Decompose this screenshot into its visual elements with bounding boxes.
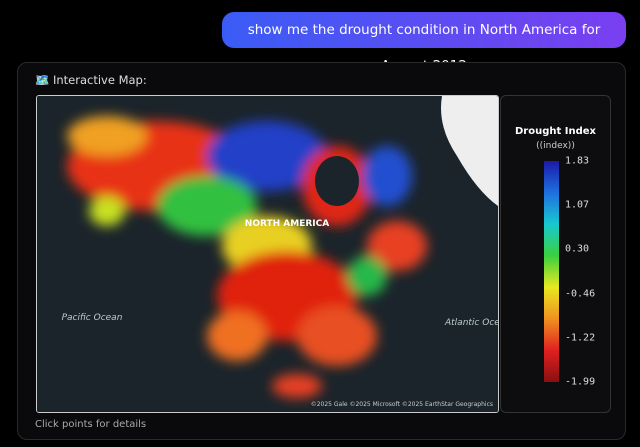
legend-tick-label: 0.30 — [565, 243, 590, 255]
legend-tick-label: -0.46 — [565, 288, 596, 300]
footer: Click points for details — [35, 419, 147, 430]
attribution: ©2025 Gale ©2025 Microsoft ©2025 EarthSt… — [311, 401, 493, 408]
hudson-bay — [315, 156, 359, 206]
map-label: Pacific Ocean — [62, 313, 123, 323]
map-panel: 🗺️ Interactive Map: — [17, 62, 626, 440]
legend-tick-label: -1.22 — [565, 332, 596, 344]
legend-title: Drought Index — [515, 126, 596, 137]
legend-tick-label: 1.07 — [565, 199, 590, 211]
legend-subtitle: ((index)) — [536, 141, 575, 151]
map[interactable]: NORTH AMERICA Pacific Ocean Atlantic Oce… — [36, 95, 499, 413]
greenland — [441, 96, 498, 206]
panel-title: 🗺️ Interactive Map: — [35, 73, 147, 87]
color-bar — [544, 161, 559, 382]
map-label: NORTH AMERICA — [245, 219, 329, 229]
legend-tick-label: -1.99 — [565, 376, 596, 388]
map-label: Atlantic Oce — [444, 318, 498, 328]
user-message: show me the drought condition in North A… — [222, 12, 626, 74]
legend: Drought Index ((index)) 1.83 1.07 0.30 -0.4… — [500, 95, 611, 413]
legend-tick-label: 1.83 — [565, 155, 590, 167]
map-svg: NORTH AMERICA Pacific Ocean Atlantic Oce… — [37, 96, 498, 412]
